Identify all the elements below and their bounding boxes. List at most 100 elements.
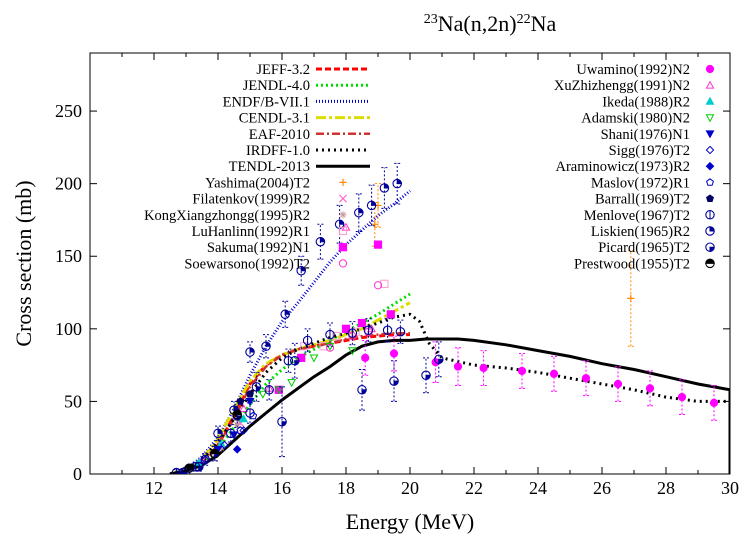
error-bar bbox=[298, 255, 305, 286]
data-point bbox=[627, 294, 635, 302]
x-tick-label: 14 bbox=[209, 478, 227, 498]
legend-label: ENDF/B-VII.1 bbox=[223, 94, 310, 110]
legend-label: XuZhizhengg(1991)N2 bbox=[554, 78, 690, 94]
x-tick-label: 16 bbox=[273, 478, 291, 498]
data-point bbox=[389, 349, 399, 358]
experimental-points bbox=[171, 162, 719, 474]
data-point-fill bbox=[210, 448, 220, 455]
error-bar bbox=[215, 425, 221, 442]
data-point-fill bbox=[396, 178, 402, 185]
legend-marker bbox=[705, 96, 715, 105]
title-part: Na(n,2n) bbox=[438, 11, 517, 36]
curve-irdff-1-0 bbox=[169, 312, 730, 474]
legend-marker bbox=[706, 178, 714, 186]
data-point bbox=[233, 421, 241, 429]
data-point bbox=[245, 398, 255, 407]
legend-marker bbox=[705, 130, 715, 139]
error-bar bbox=[397, 319, 404, 344]
data-point-fill bbox=[294, 360, 300, 366]
data-point bbox=[258, 390, 268, 399]
series-araminowicz-1973-r2 bbox=[232, 445, 242, 454]
legend-marker bbox=[705, 161, 715, 171]
data-point-fill bbox=[358, 207, 364, 214]
error-bar bbox=[304, 328, 311, 353]
error-bar bbox=[266, 379, 273, 401]
legend-label: Sakuma(1992)N1 bbox=[207, 240, 310, 256]
series-barrall-1969-t2 bbox=[236, 389, 254, 405]
curve-tendl-2013 bbox=[169, 337, 730, 474]
data-point bbox=[287, 379, 297, 388]
x-tick-label: 24 bbox=[529, 478, 547, 498]
data-point bbox=[325, 343, 335, 352]
data-point-fill bbox=[232, 409, 242, 415]
legend-label: JENDL-4.0 bbox=[243, 78, 310, 94]
x-tick-label: 30 bbox=[721, 478, 739, 498]
legend-marker bbox=[339, 211, 347, 219]
error-bar bbox=[253, 371, 260, 402]
error-bar bbox=[263, 334, 269, 359]
data-point bbox=[386, 310, 395, 319]
legend-label: EAF-2010 bbox=[249, 127, 310, 143]
data-point-fill bbox=[371, 200, 377, 206]
data-point-fill bbox=[217, 428, 223, 434]
curve-endf-b-vii-1 bbox=[169, 189, 411, 474]
legend-marker bbox=[705, 114, 715, 123]
data-point-fill bbox=[339, 219, 345, 225]
legend-label: LuHanlinn(1992)R1 bbox=[192, 224, 310, 240]
data-point bbox=[274, 386, 284, 395]
legend-marker bbox=[338, 243, 348, 252]
error-bar bbox=[247, 341, 253, 363]
data-point-fill bbox=[383, 183, 390, 189]
data-point bbox=[380, 279, 389, 288]
data-point-fill bbox=[393, 380, 399, 386]
data-point bbox=[479, 363, 488, 373]
legend-marker bbox=[338, 194, 348, 203]
series-sakuma-1992-n1 bbox=[274, 240, 395, 394]
error-bar bbox=[211, 445, 218, 462]
error-bar bbox=[279, 386, 285, 458]
data-point bbox=[613, 379, 623, 389]
y-tick-label: 50 bbox=[64, 391, 82, 411]
legend-label: Adamski(1980)N2 bbox=[581, 111, 690, 127]
series-adamski-1980-n2 bbox=[258, 342, 357, 399]
data-point bbox=[709, 398, 719, 407]
y-tick-label: 0 bbox=[73, 464, 82, 484]
x-tick-label: 12 bbox=[145, 478, 163, 498]
legend-evaluations: JEFF-3.2JENDL-4.0ENDF/B-VII.1CENDL-3.1EA… bbox=[144, 62, 370, 272]
data-point bbox=[373, 240, 383, 249]
series-prestwood-1955-t2 bbox=[184, 409, 242, 473]
series-picard-1965-t2 bbox=[178, 341, 444, 474]
data-point-fill bbox=[249, 347, 255, 353]
curve-cendl-3-1 bbox=[169, 301, 411, 474]
legend-marker bbox=[338, 259, 348, 268]
legend-marker-fill bbox=[709, 226, 715, 232]
data-point-fill bbox=[361, 389, 367, 395]
data-point bbox=[239, 414, 249, 423]
data-point bbox=[309, 354, 319, 363]
series-yashima-2004-t2 bbox=[371, 183, 635, 347]
error-bar bbox=[355, 193, 362, 233]
legend-label: Filatenkov(1999)R2 bbox=[192, 192, 310, 208]
data-point-fill bbox=[319, 237, 326, 243]
legend-label: Picard(1965)T2 bbox=[598, 240, 690, 256]
x-tick-label: 28 bbox=[657, 478, 675, 498]
legend-label: KongXiangzhongg(1995)R2 bbox=[144, 208, 310, 224]
data-point bbox=[371, 220, 379, 228]
title-superscript: 22 bbox=[517, 12, 531, 27]
data-point bbox=[453, 362, 463, 371]
data-point bbox=[373, 281, 383, 290]
data-point bbox=[677, 392, 687, 402]
x-axis-label: Energy (MeV) bbox=[346, 509, 475, 534]
series-uwamino-1992-n2 bbox=[361, 335, 719, 421]
legend-label: Liskien(1965)R2 bbox=[591, 224, 690, 240]
error-bar bbox=[627, 249, 634, 347]
title-superscript: 23 bbox=[424, 12, 438, 27]
y-tick-label: 200 bbox=[55, 174, 82, 194]
x-tick-label: 22 bbox=[465, 478, 483, 498]
legend-label: JEFF-3.2 bbox=[256, 62, 310, 78]
y-axis: 0 50 100 150 200 250 bbox=[55, 101, 730, 484]
error-bar bbox=[384, 318, 391, 343]
data-point bbox=[232, 445, 242, 454]
error-bar bbox=[455, 347, 461, 386]
